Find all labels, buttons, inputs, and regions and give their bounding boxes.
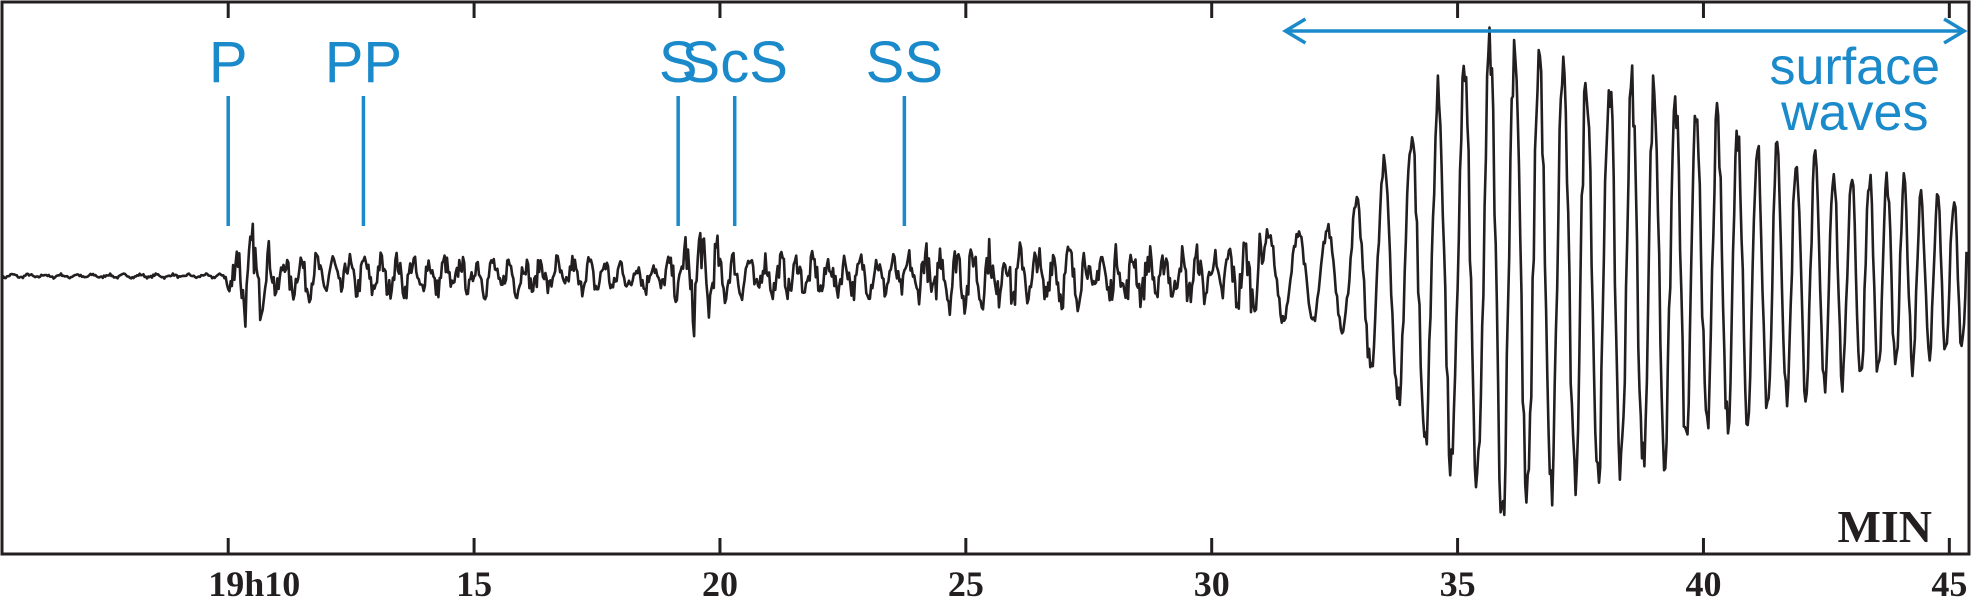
surface-waves-label-line1: surface [1770,38,1941,96]
seismic-trace [0,26,1968,517]
x-tick-label: 40 [1685,564,1721,600]
x-tick-label: 35 [1440,564,1476,600]
surface-waves-annotation: surface waves [1282,17,1968,142]
x-axis-unit-label: MIN [1837,501,1932,552]
x-tick-label: 19h10 [208,564,300,600]
x-tick-label: 30 [1194,564,1230,600]
phase-label: S [659,30,698,95]
x-tick-label: 15 [456,564,492,600]
phase-label: SS [866,30,943,95]
arrowhead-right-icon [1943,17,1968,45]
surface-waves-label-line2: waves [1780,84,1928,142]
x-tick-label: 20 [702,564,738,600]
phase-label: PP [325,30,402,95]
phase-label: ScS [682,30,788,95]
x-tick-label: 45 [1931,564,1967,600]
phase-label: P [209,30,248,95]
x-tick-label: 25 [948,564,984,600]
trace-line [0,26,1968,517]
arrowhead-left-icon [1282,17,1307,45]
x-axis: 19h10 15 20 25 30 35 40 45 [208,2,1967,600]
